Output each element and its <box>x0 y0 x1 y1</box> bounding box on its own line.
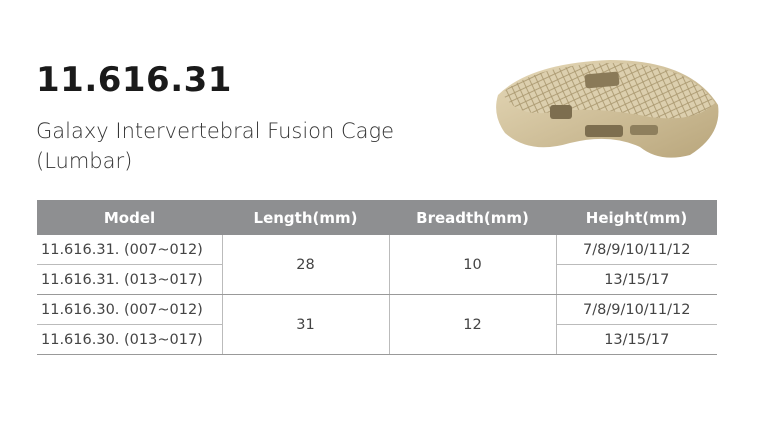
model-cell: 11.616.31. (007~012) <box>37 235 222 265</box>
model-cell: 11.616.30. (013~017) <box>37 324 222 355</box>
fusion-cage-image <box>496 60 719 158</box>
subtitle-line: (Lumbar) <box>36 149 133 173</box>
product-subtitle: Galaxy Intervertebral Fusion Cage (Lumba… <box>36 116 394 176</box>
subtitle-line: Galaxy Intervertebral Fusion Cage <box>36 119 395 143</box>
page-title: 11.616.31 <box>36 60 232 100</box>
header-model: Model <box>37 200 222 235</box>
header-breadth: Breadth(mm) <box>389 200 556 235</box>
table-row: 11.616.31. (013~017) 13/15/17 <box>37 264 717 295</box>
table-row: 11.616.31. (007~012) 28 10 7/8/9/10/11/1… <box>37 235 717 295</box>
header-length: Length(mm) <box>222 200 389 235</box>
length-cell: 28 <box>221 235 389 295</box>
model-cell: 11.616.30. (007~012) <box>37 294 222 325</box>
height-cell: 13/15/17 <box>555 264 717 295</box>
height-cell: 13/15/17 <box>555 324 717 355</box>
height-cell: 7/8/9/10/11/12 <box>555 235 717 265</box>
specification-table: Model Length(mm) Breadth(mm) Height(mm) … <box>37 200 717 355</box>
table-row: 11.616.30. (013~017) 13/15/17 <box>37 324 717 355</box>
header-height: Height(mm) <box>556 200 717 235</box>
model-cell: 11.616.31. (013~017) <box>37 264 222 295</box>
breadth-cell: 12 <box>388 294 556 355</box>
height-cell: 7/8/9/10/11/12 <box>555 294 717 325</box>
breadth-cell: 10 <box>388 235 556 295</box>
table-row: 11.616.30. (007~012) 31 12 7/8/9/10/11/1… <box>37 294 717 355</box>
length-cell: 31 <box>221 294 389 355</box>
